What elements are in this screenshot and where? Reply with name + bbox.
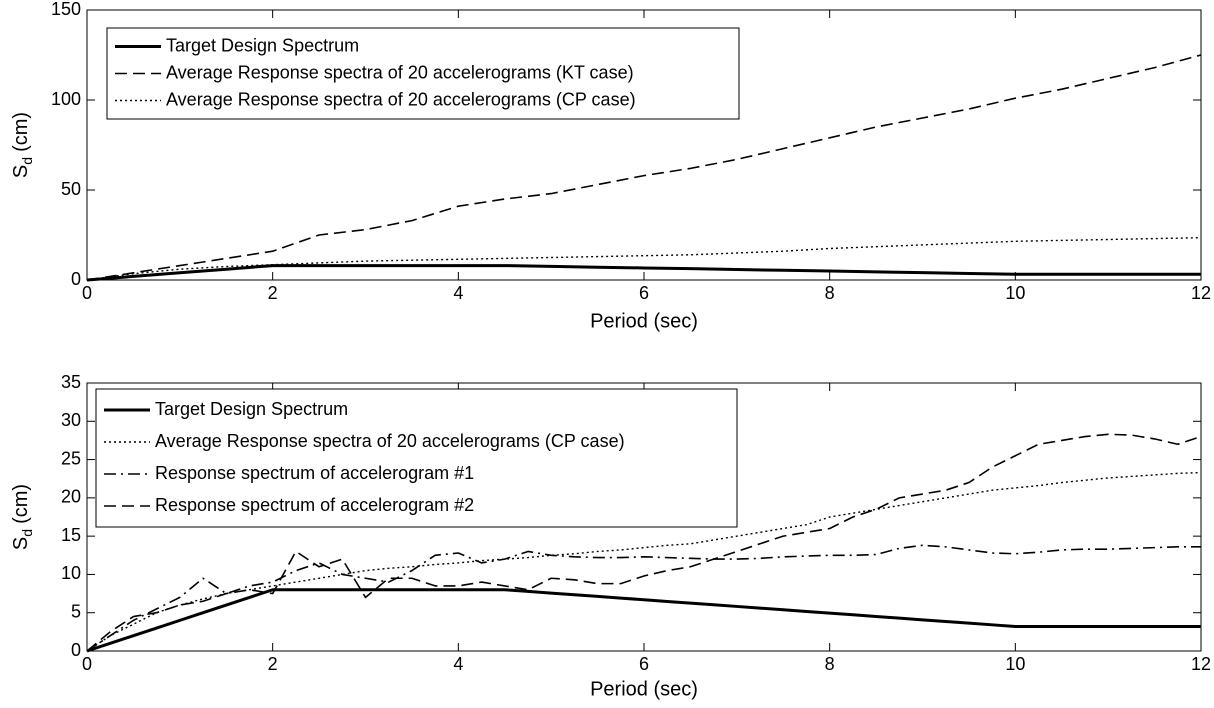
x-axis-label: Period (sec) <box>590 678 698 700</box>
x-tick-label: 8 <box>825 283 835 303</box>
y-axis-label-subscript: d <box>19 157 35 165</box>
y-axis-label-subscript: d <box>19 529 35 537</box>
y-axis-label-base: S <box>10 165 32 178</box>
x-tick-label: 10 <box>1005 654 1025 674</box>
x-tick-label: 2 <box>268 283 278 303</box>
subplot: 0 2 4 6 8 10 12 0 50 100 150 Period (sec) Sd (cm) Targ… <box>10 0 1211 332</box>
y-tick-label: 10 <box>61 563 81 583</box>
legend-box <box>106 27 740 120</box>
legend-label: Average Response spectra of 20 accelerog… <box>166 89 636 109</box>
x-tick-label: 6 <box>639 283 649 303</box>
y-axis-label-unit: (cm) <box>10 112 32 152</box>
legend-label: Target Design Spectrum <box>155 399 348 419</box>
y-tick-label: 5 <box>71 601 81 621</box>
x-tick-label: 0 <box>82 654 92 674</box>
legend-label: Average Response spectra of 20 accelerog… <box>155 431 625 451</box>
legend-label: Response spectrum of accelerogram #2 <box>155 495 474 515</box>
data-line <box>86 588 1201 653</box>
x-axis-label: Period (sec) <box>590 310 698 332</box>
x-tick-label: 0 <box>82 283 92 303</box>
data-line <box>86 54 1202 281</box>
x-tick-label: 2 <box>268 654 278 674</box>
x-tick-label: 6 <box>639 654 649 674</box>
legend-label: Target Design Spectrum <box>166 35 359 55</box>
y-tick-label: 150 <box>51 0 81 19</box>
legend-label: Average Response spectra of 20 accelerog… <box>166 62 634 82</box>
x-tick-label: 4 <box>453 283 463 303</box>
y-tick-label: 0 <box>71 640 81 660</box>
y-tick-label: 0 <box>71 269 81 289</box>
y-axis-label-unit: (cm) <box>10 484 32 524</box>
data-line <box>86 544 1201 652</box>
x-tick-label: 12 <box>1191 283 1211 303</box>
legend-label: Response spectrum of accelerogram #1 <box>155 463 474 483</box>
y-axis-label: Sd (cm) <box>10 112 34 178</box>
x-tick-label: 10 <box>1005 283 1025 303</box>
y-tick-label: 15 <box>61 525 81 545</box>
x-tick-label: 8 <box>825 654 835 674</box>
x-tick-label: 12 <box>1191 654 1211 674</box>
y-tick-label: 30 <box>61 410 81 430</box>
legend-box <box>95 388 738 528</box>
y-tick-label: 35 <box>61 372 81 392</box>
y-axis-label: Sd (cm) <box>10 484 34 550</box>
x-tick-label: 4 <box>453 654 463 674</box>
y-tick-label: 20 <box>61 487 81 507</box>
y-tick-label: 25 <box>61 448 81 468</box>
subplot: 0 2 4 6 8 10 12 0 5 10 15 20 25 30 35 Period (sec) Sd (cm… <box>10 372 1211 701</box>
y-axis-label-base: S <box>10 537 32 550</box>
data-line <box>86 433 1202 652</box>
y-tick-label: 100 <box>51 89 81 109</box>
y-tick-label: 50 <box>61 179 81 199</box>
data-line <box>86 237 1202 281</box>
